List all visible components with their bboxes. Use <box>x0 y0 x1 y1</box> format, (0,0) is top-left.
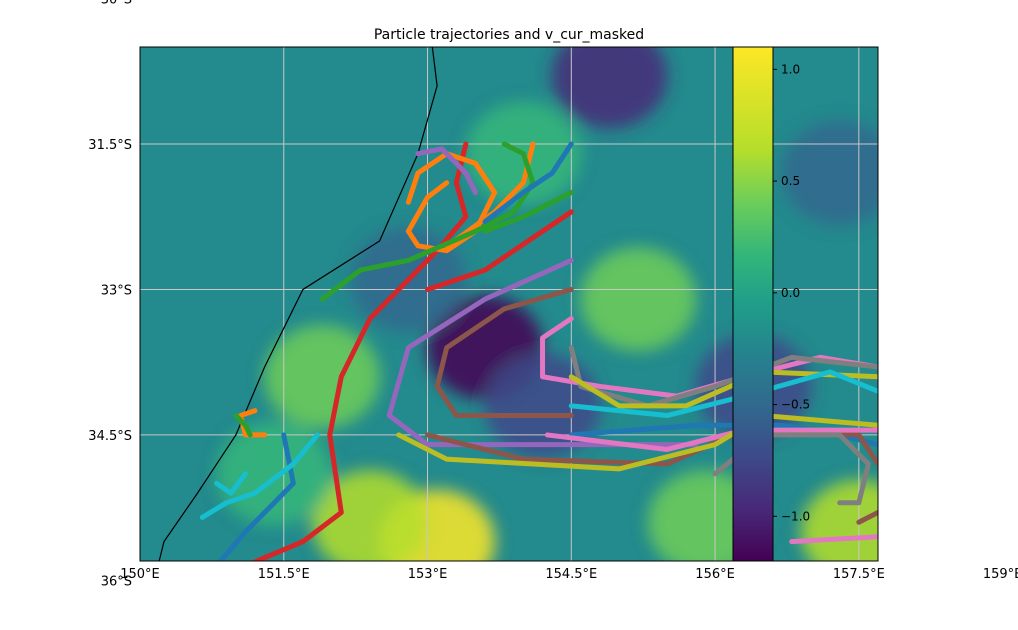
field-blob <box>781 121 878 226</box>
colorbar-ticks: 1.0 0.5 0.0 −0.5 −1.0 <box>773 62 810 523</box>
y-tick-label: 31.5°S <box>88 138 132 153</box>
colorbar-tick-label: 0.5 <box>781 174 800 188</box>
trajectory-line <box>415 146 478 195</box>
y-tick-label: 30°S <box>101 0 132 8</box>
colorbar-strip <box>732 47 774 561</box>
x-tick-label: 150°E <box>120 567 160 582</box>
trajectory-line <box>544 427 878 452</box>
trajectory-line <box>396 413 878 472</box>
trajectory-line <box>250 141 469 561</box>
x-tick-label: 154.5°E <box>545 567 597 582</box>
y-tick-labels: 30°S 31.5°S 33°S 34.5°S 36°S <box>88 0 132 589</box>
trajectory-line <box>482 189 574 234</box>
trajectory-line <box>434 286 574 419</box>
trajectory-line <box>214 471 248 496</box>
colorbar-tick-label: 0.0 <box>781 286 800 300</box>
y-tick-label: 34.5°S <box>88 429 132 444</box>
x-tick-label: 156°E <box>695 567 735 582</box>
map-area: 1.0 0.5 0.0 −0.5 −1.0 <box>140 47 878 561</box>
y-tick-label: 33°S <box>101 283 132 298</box>
trajectory-line <box>199 432 320 520</box>
field-blob <box>264 324 381 429</box>
field-blob <box>551 47 668 129</box>
trajectory-line <box>319 141 536 302</box>
trajectory-layer <box>199 141 878 561</box>
field-blob <box>312 470 429 561</box>
colorbar-tick-label: −0.5 <box>781 398 810 412</box>
coastline-layer <box>158 47 438 561</box>
chart-title: Particle trajectories and v_cur_masked <box>374 27 644 43</box>
x-tick-label: 157.5°E <box>833 567 885 582</box>
x-tick-label: 153°E <box>408 567 448 582</box>
trajectory-line <box>568 422 878 448</box>
field-blob <box>580 247 697 352</box>
colorbar: 1.0 0.5 0.0 −0.5 −1.0 <box>732 47 810 561</box>
trajectory-line <box>856 510 878 525</box>
trajectory-line <box>568 369 878 409</box>
trajectory-line <box>217 432 296 561</box>
coastline <box>158 47 438 561</box>
trajectory-line <box>482 141 574 225</box>
x-tick-label: 159°E <box>983 567 1018 582</box>
y-tick-label: 36°S <box>101 574 132 589</box>
colorbar-tick-label: −1.0 <box>781 509 810 523</box>
x-tick-labels: 150°E 151.5°E 153°E 154.5°E 156°E 157.5°E 159°… <box>120 567 1018 582</box>
field-blob <box>216 421 333 526</box>
trajectory-line <box>386 257 699 448</box>
map-frame <box>139 46 879 562</box>
trajectory-line <box>425 209 574 292</box>
trajectory-line <box>233 413 253 438</box>
colorbar-tick-label: 1.0 <box>781 62 800 76</box>
x-tick-label: 151.5°E <box>258 567 310 582</box>
trajectory-line <box>789 534 878 545</box>
